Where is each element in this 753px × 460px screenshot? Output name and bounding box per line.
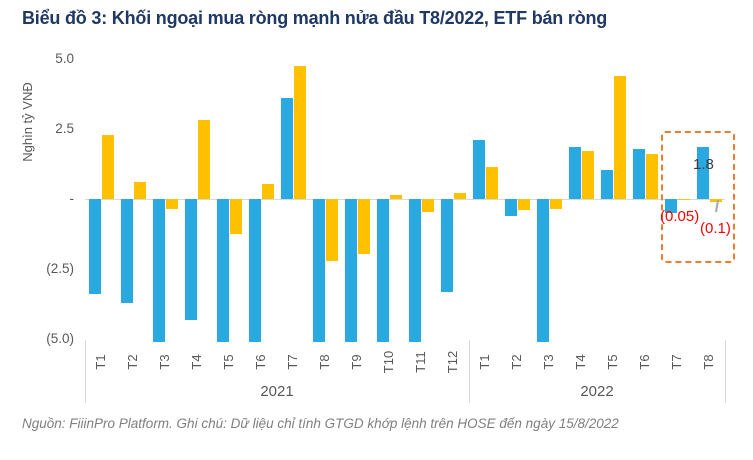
bar-blue-2021-T8 xyxy=(313,199,325,342)
bar-yellow-2022-T1 xyxy=(486,166,498,199)
y-tick-label: (5.0) xyxy=(46,331,74,347)
bar-yellow-2022-T7 xyxy=(678,199,690,201)
bar-yellow-2021-T5 xyxy=(230,199,242,235)
annotation-value-1-8: 1.8 xyxy=(693,156,714,173)
y-tick-label: 2.5 xyxy=(55,120,74,136)
bar-yellow-2021-T7 xyxy=(294,65,306,199)
bar-blue-2022-T3 xyxy=(537,199,549,342)
x-tick-label: T5 xyxy=(221,354,236,370)
bar-yellow-2021-T9 xyxy=(358,199,370,254)
x-tick-label: T2 xyxy=(125,354,140,370)
bar-yellow-2021-T8 xyxy=(326,199,338,261)
x-tick-label: T1 xyxy=(93,354,108,370)
bar-blue-2022-T4 xyxy=(569,147,581,199)
y-tick-label: (2.5) xyxy=(46,261,74,277)
bar-yellow-2021-T2 xyxy=(134,182,146,199)
bar-yellow-2022-T3 xyxy=(550,199,562,209)
bar-blue-2021-T6 xyxy=(249,199,261,342)
bar-blue-2022-T6 xyxy=(633,148,645,199)
x-tick-label: T6 xyxy=(253,354,268,370)
bar-blue-2022-T8 xyxy=(697,147,709,199)
bar-blue-2021-T3 xyxy=(153,199,165,342)
bar-blue-2021-T5 xyxy=(217,199,229,342)
bar-blue-2022-T5 xyxy=(601,169,613,199)
year-label-2022: 2022 xyxy=(580,383,614,400)
x-tick-label: T3 xyxy=(541,354,556,370)
x-tick-label: T4 xyxy=(189,354,204,370)
x-tick-label: T2 xyxy=(509,354,524,370)
year-label-2021: 2021 xyxy=(260,383,294,400)
x-tick-label: T7 xyxy=(669,354,684,370)
y-tick-label: 5.0 xyxy=(55,50,74,66)
bar-yellow-2021-T3 xyxy=(166,199,178,209)
x-tick-label: T11 xyxy=(413,351,428,373)
bar-blue-2022-T1 xyxy=(473,140,485,199)
annotation-value-0-1: (0.1) xyxy=(700,220,731,237)
highlight-box xyxy=(661,131,735,263)
bar-yellow-2022-T5 xyxy=(614,75,626,199)
x-tick-label: T12 xyxy=(445,350,460,374)
annotation-value-0-05: (0.05) xyxy=(660,208,700,225)
bar-blue-2021-T4 xyxy=(185,199,197,320)
axis-separator xyxy=(725,340,726,403)
x-tick-label: T5 xyxy=(605,354,620,370)
bar-blue-2022-T2 xyxy=(505,199,517,216)
x-axis-zero-line xyxy=(85,198,725,200)
x-tick-label: T9 xyxy=(349,354,364,370)
x-tick-label: T8 xyxy=(317,354,332,370)
x-tick-label: T7 xyxy=(285,354,300,370)
bar-yellow-2021-T12 xyxy=(454,193,466,199)
bar-yellow-2021-T6 xyxy=(262,183,274,199)
source-note: Nguồn: FiiinPro Platform. Ghi chú: Dữ li… xyxy=(22,416,619,431)
bar-yellow-2021-T1 xyxy=(102,134,114,199)
bar-blue-2021-T7 xyxy=(281,98,293,199)
bar-yellow-2022-T2 xyxy=(518,199,530,211)
x-tick-label: T4 xyxy=(573,354,588,370)
bar-blue-2022-T7 xyxy=(665,199,677,214)
bar-yellow-2022-T6 xyxy=(646,154,658,199)
bar-yellow-2021-T11 xyxy=(422,199,434,212)
x-tick-label: T6 xyxy=(637,354,652,370)
bar-yellow-2022-T4 xyxy=(582,151,594,199)
x-tick-label: T10 xyxy=(381,350,396,374)
bar-yellow-2021-T10 xyxy=(390,194,402,199)
bar-blue-2021-T11 xyxy=(409,199,421,342)
axis-separator xyxy=(85,340,86,403)
bar-blue-2021-T9 xyxy=(345,199,357,342)
chart-title: Biểu đồ 3: Khối ngoại mua ròng mạnh nửa … xyxy=(22,8,608,28)
bar-blue-2021-T12 xyxy=(441,199,453,292)
bar-blue-2021-T2 xyxy=(121,199,133,303)
x-tick-label: T8 xyxy=(701,354,716,370)
x-tick-label: T1 xyxy=(477,354,492,370)
axis-separator xyxy=(469,340,470,403)
y-tick-label: - xyxy=(69,191,75,206)
bar-yellow-2021-T4 xyxy=(198,120,210,199)
bar-blue-2021-T1 xyxy=(89,199,101,295)
bar-blue-2021-T10 xyxy=(377,199,389,342)
x-tick-label: T3 xyxy=(157,354,172,370)
